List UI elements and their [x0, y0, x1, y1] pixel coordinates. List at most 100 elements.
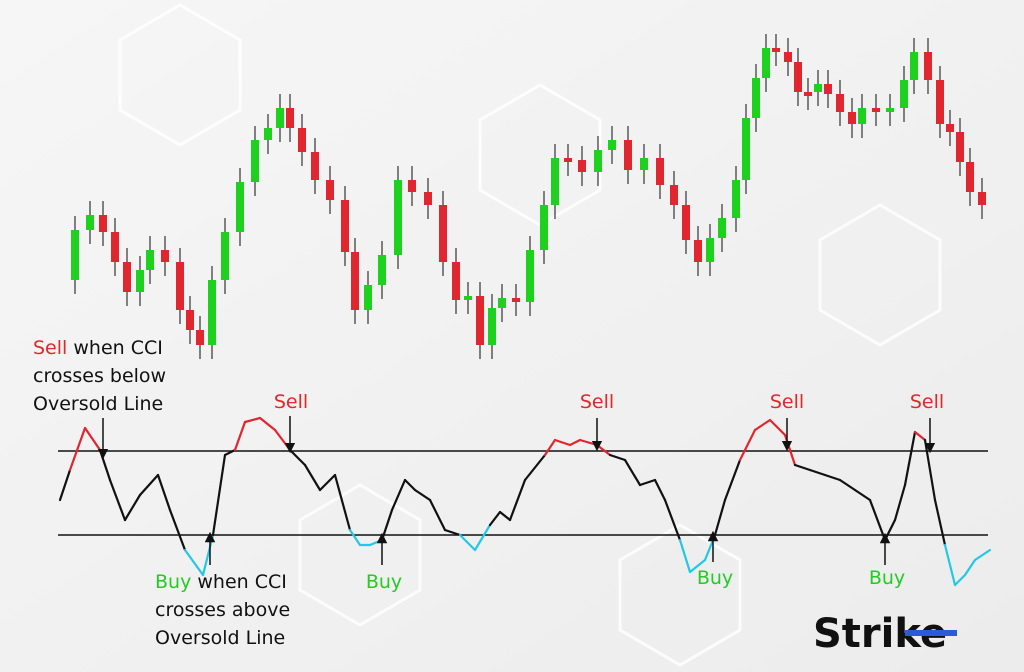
candle [762, 48, 770, 78]
candle [594, 150, 602, 172]
candle [742, 118, 750, 180]
cci-segment [473, 523, 492, 552]
candle [794, 62, 802, 92]
cci-segment [413, 488, 432, 502]
keyword: Buy [155, 571, 191, 593]
cci-segment [543, 438, 557, 457]
candle [208, 280, 216, 345]
sell-label: Sell [274, 391, 308, 413]
candle [351, 252, 359, 310]
cci-segment [853, 488, 872, 502]
candle [910, 52, 918, 80]
candle [656, 158, 664, 185]
cci-segment [108, 478, 127, 522]
candle [872, 108, 880, 112]
cci-segment [768, 418, 787, 437]
sell-note: Sell when CCI [33, 337, 163, 359]
candle [286, 108, 294, 128]
candle [900, 80, 908, 108]
cci-segment [713, 498, 727, 537]
buy-label: Buy [697, 567, 733, 589]
note-line: crosses above [155, 599, 290, 621]
buy-labels: Buy Buy Buy [366, 567, 905, 593]
candle [784, 52, 792, 62]
candle [221, 232, 229, 280]
candle [772, 48, 780, 52]
cci-segment [808, 468, 827, 477]
keyword: Sell [33, 337, 67, 359]
sell-labels: Sell Sell Sell Sell [274, 391, 944, 413]
candle [848, 112, 856, 124]
cci-segment [933, 498, 947, 547]
candle [136, 270, 144, 292]
cci-segment [68, 426, 87, 472]
cci-segment [156, 473, 172, 512]
candle [670, 185, 678, 205]
cci-line [58, 416, 992, 587]
cci-segment [753, 418, 772, 432]
candle [176, 262, 184, 310]
logo-accent [905, 630, 957, 636]
candle [858, 108, 866, 124]
cci-segment [653, 478, 667, 502]
candle [886, 108, 894, 112]
cci-segment [553, 438, 572, 447]
note-line: when CCI [197, 571, 287, 593]
cci-segment [663, 498, 682, 542]
candle [512, 298, 520, 302]
candle [326, 180, 334, 200]
candle [814, 84, 822, 92]
candle [311, 152, 319, 180]
candle [682, 205, 690, 240]
candle [408, 180, 416, 192]
cci-segment [258, 416, 277, 432]
buy-label: Buy [366, 571, 402, 593]
candle [978, 192, 986, 205]
buy-label: Buy [869, 567, 905, 589]
candle [966, 162, 974, 192]
candle [424, 192, 432, 205]
cci-segment [523, 453, 547, 482]
sell-label: Sell [770, 391, 804, 413]
cci-segment [638, 478, 657, 487]
cci-segment [403, 478, 417, 492]
cci-segment [623, 458, 642, 487]
cci-segment [83, 426, 102, 452]
candle [804, 92, 812, 96]
cci-segment [893, 483, 907, 522]
cci-segment [793, 463, 812, 472]
candle [378, 255, 386, 285]
candle [236, 182, 244, 232]
candle [924, 52, 932, 80]
cci-segment [963, 558, 977, 577]
candles [71, 34, 986, 359]
cci-segment [678, 538, 692, 574]
cci-segment [333, 473, 352, 532]
cci-segment [168, 508, 187, 552]
candle [946, 124, 954, 132]
candle [364, 285, 372, 310]
cci-segment [608, 453, 627, 462]
cci-segment [223, 448, 237, 457]
candle [298, 128, 306, 152]
cci-segment [138, 473, 160, 497]
candle [624, 140, 632, 170]
cci-segment [723, 458, 742, 502]
candle [732, 180, 740, 218]
cci-segment [458, 533, 477, 552]
candle [498, 298, 506, 308]
candle [86, 215, 94, 230]
candle [161, 250, 169, 262]
cci-segment [913, 430, 927, 442]
note-line: crosses below [33, 365, 166, 387]
candle [251, 140, 259, 182]
sell-label: Sell [580, 391, 614, 413]
cci-segment [211, 453, 227, 537]
cci-segment [838, 478, 857, 492]
candle [452, 262, 460, 300]
sell-label: Sell [910, 391, 944, 413]
cci-segment [943, 543, 957, 587]
candle [71, 230, 79, 280]
candle [956, 132, 964, 162]
